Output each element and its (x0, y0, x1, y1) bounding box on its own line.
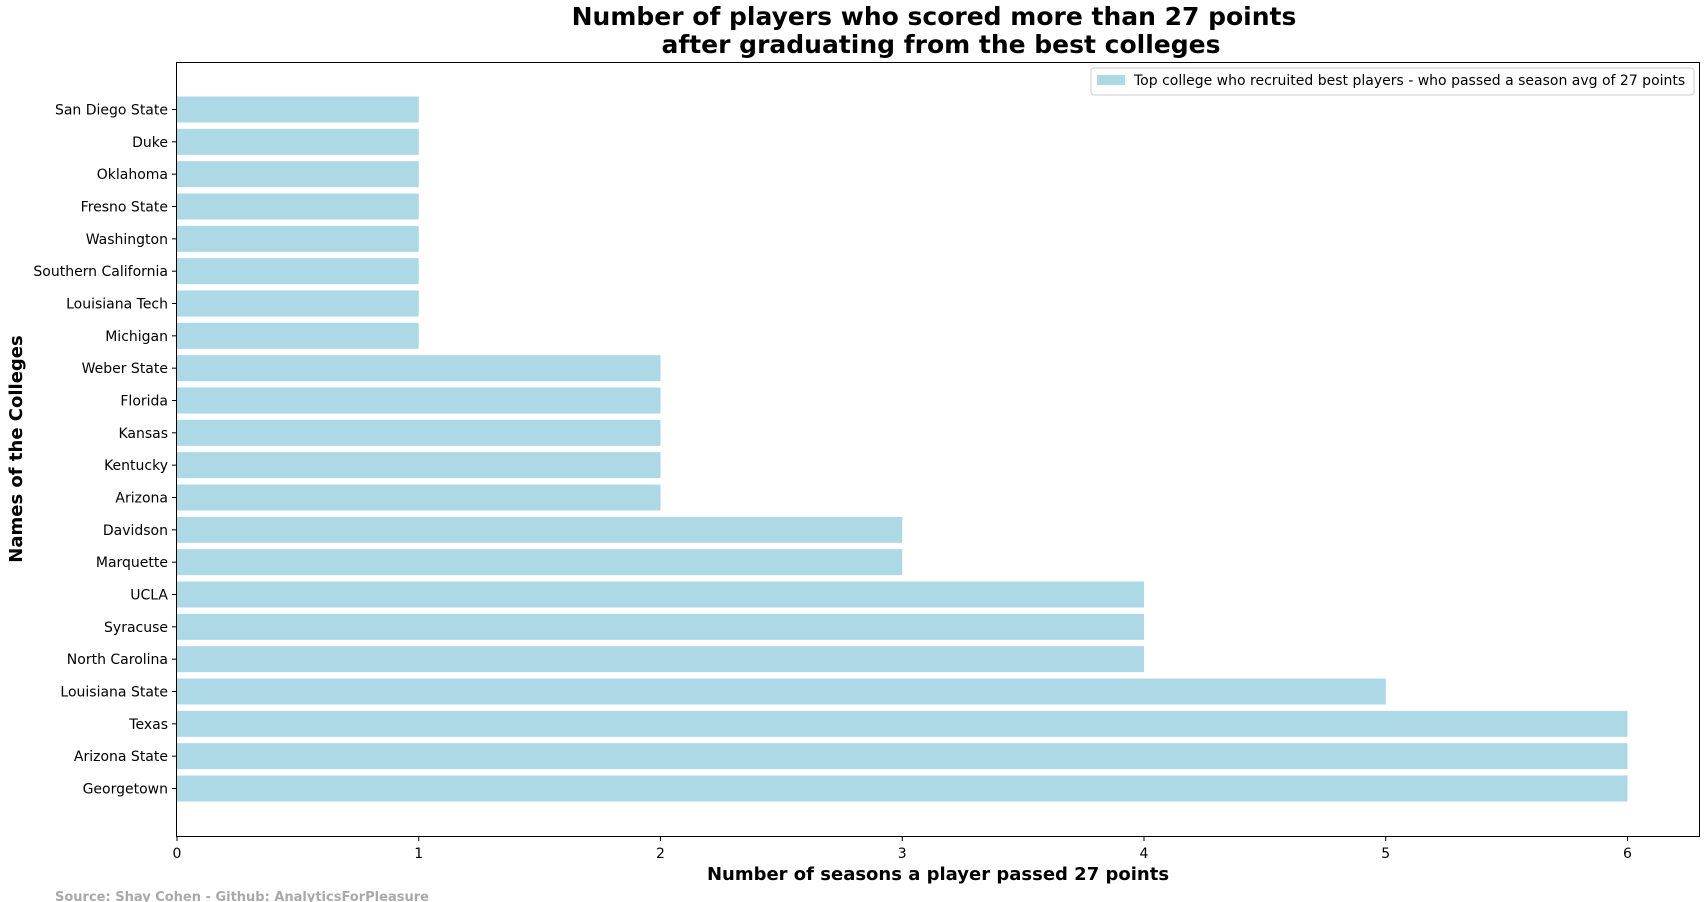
y-tick-label: Kansas (118, 426, 168, 442)
y-tick-label: Louisiana Tech (66, 297, 168, 313)
bar-davidson (177, 516, 903, 543)
y-tick-label: Syracuse (104, 620, 168, 636)
x-tick-label: 6 (1623, 846, 1632, 862)
chart-title-line-1: Number of players who scored more than 2… (572, 2, 1297, 31)
bar-weber-state (177, 355, 661, 382)
y-tick-label: Southern California (33, 264, 168, 280)
y-axis-ticks: Georgetown Arizona State Texas Louisiana St… (33, 103, 177, 798)
x-tick-label: 2 (656, 846, 665, 862)
y-tick-label: Oklahoma (97, 167, 168, 183)
legend-box (1090, 67, 1695, 96)
plot-frame (176, 62, 1700, 837)
bar-arizona-state (177, 743, 1628, 770)
y-axis-label: Names of the Colleges (6, 335, 27, 562)
y-tick-label: Georgetown (83, 782, 168, 798)
bar-san-diego-state (177, 96, 419, 123)
y-tick-label: San Diego State (55, 103, 168, 119)
legend: Top college who recruited best players -… (1090, 67, 1695, 96)
y-tick-label: Michigan (105, 329, 168, 345)
bar-syracuse (177, 613, 1144, 640)
bar-marquette (177, 549, 903, 576)
bars-group (177, 96, 1628, 802)
x-tick-label: 4 (1140, 846, 1149, 862)
x-tick-label: 5 (1381, 846, 1390, 862)
bar-florida (177, 387, 661, 414)
x-axis-ticks: 0 1 2 3 4 5 6 (173, 836, 1632, 862)
bar-kansas (177, 419, 661, 446)
y-tick-label: Florida (120, 394, 168, 410)
y-tick-label: Weber State (82, 361, 168, 377)
bar-fresno-state (177, 193, 419, 220)
bar-washington (177, 225, 419, 252)
x-tick-label: 1 (414, 846, 423, 862)
bar-oklahoma (177, 161, 419, 188)
y-tick-label: Louisiana State (60, 685, 168, 701)
bar-louisiana-tech (177, 290, 419, 317)
legend-entry: Top college who recruited best players -… (1133, 73, 1685, 89)
bar-georgetown (177, 775, 1628, 802)
x-tick-label: 3 (898, 846, 907, 862)
y-tick-label: Marquette (96, 555, 168, 571)
y-tick-label: North Carolina (67, 652, 168, 668)
bar-kentucky (177, 452, 661, 479)
legend-swatch (1097, 75, 1125, 85)
bar-texas (177, 710, 1628, 737)
bar-north-carolina (177, 646, 1144, 673)
bar-michigan (177, 322, 419, 349)
y-tick-label: Duke (132, 135, 168, 151)
y-tick-label: Texas (128, 717, 168, 733)
source-footnote: Source: Shay Cohen - Github: AnalyticsFo… (55, 890, 429, 902)
x-axis-label: Number of seasons a player passed 27 poi… (707, 864, 1169, 885)
y-tick-label: Davidson (103, 523, 168, 539)
y-tick-label: UCLA (130, 588, 168, 604)
chart-title-line-2: after graduating from the best colleges (661, 30, 1220, 59)
y-tick-label: Arizona State (74, 749, 168, 765)
y-tick-label: Washington (86, 232, 168, 248)
bar-southern-california (177, 258, 419, 285)
bar-duke (177, 128, 419, 155)
y-tick-label: Kentucky (104, 458, 168, 474)
bar-ucla (177, 581, 1144, 608)
y-tick-label: Arizona (115, 491, 168, 507)
y-tick-label: Fresno State (81, 200, 168, 216)
x-tick-label: 0 (173, 846, 182, 862)
bar-arizona (177, 484, 661, 511)
bar-louisiana-state (177, 678, 1386, 705)
